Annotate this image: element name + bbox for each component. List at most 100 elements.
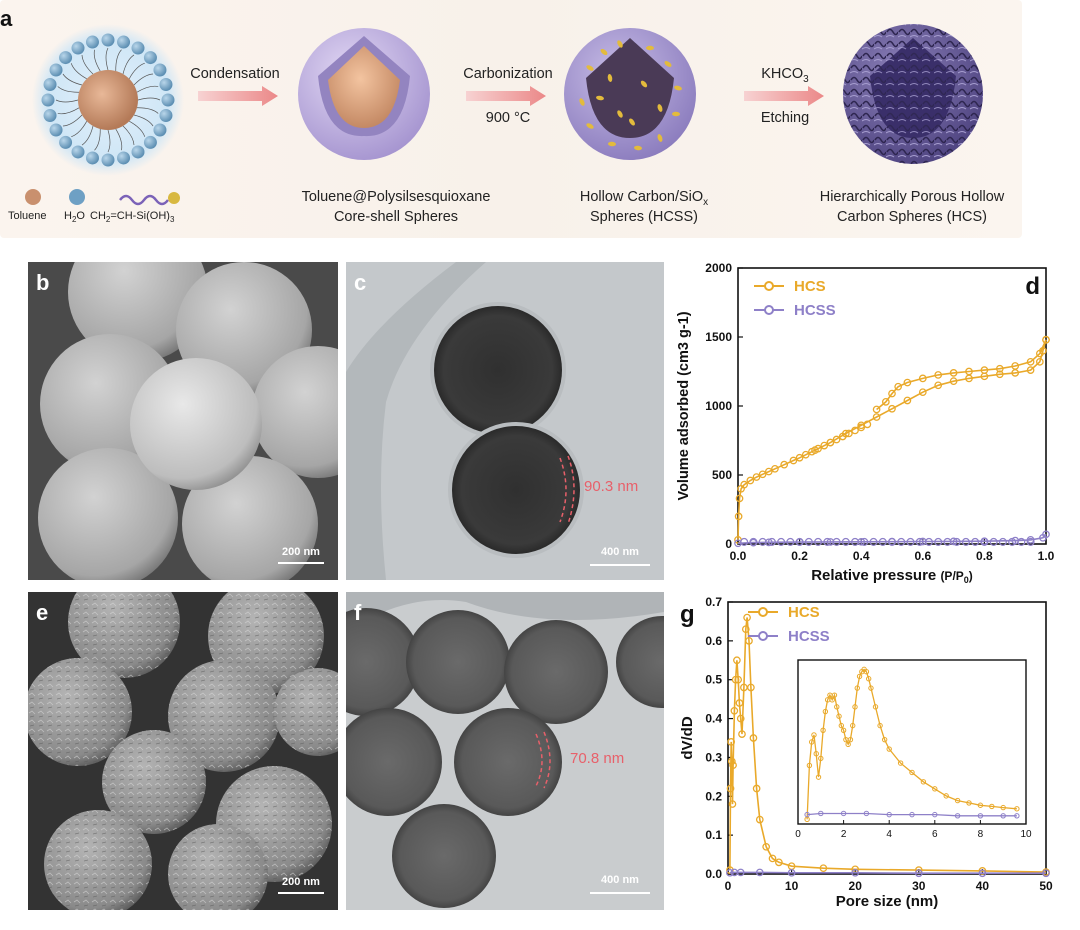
HCSS-data-point	[915, 537, 924, 546]
scale-label-c: 400 nm	[601, 546, 639, 558]
x-tick-label: 30	[912, 879, 926, 893]
carbon-grain	[586, 123, 594, 129]
surfactant-tail	[115, 128, 123, 151]
x-axis-title: Pore size (nm)	[836, 893, 939, 910]
inset-HCSS-point	[932, 811, 938, 818]
inset-HCS-point	[813, 751, 819, 757]
silane-legend-icon	[119, 192, 180, 206]
carbon-grain	[657, 104, 663, 112]
condensation-label: Condensation	[190, 66, 280, 82]
HCSS-data-point	[869, 537, 878, 546]
HCS-series-line	[729, 617, 1047, 873]
inset-HCS-point	[820, 727, 826, 733]
carbonization-arrow	[466, 86, 546, 106]
HCS-data-point	[752, 784, 761, 793]
inset-HCS-point	[831, 692, 838, 698]
inset-x-tick-label: 0	[795, 829, 801, 840]
legend-marker	[764, 281, 774, 291]
panel-label-a: a	[0, 6, 13, 31]
condensation-arrow	[198, 86, 278, 106]
inset-HCS-point	[954, 797, 961, 804]
HCSS-data-point	[1042, 869, 1050, 878]
x-axis-title: Relative pressure (P/P0)	[811, 567, 973, 585]
HCS-data-point	[749, 734, 758, 742]
inset-HCS-point	[865, 676, 872, 682]
HCS-data-point	[762, 842, 771, 851]
inset-HCSS-point	[818, 810, 824, 817]
HCS-data-point	[888, 404, 896, 413]
inset-frame	[797, 659, 1027, 825]
HCS-data-point	[872, 413, 881, 421]
HCSS-data-point	[924, 537, 934, 546]
inset-HCS-point	[877, 722, 883, 729]
HCS-data-point	[995, 370, 1004, 379]
tem-image-hcss: c 90.3 nm 400 nm	[346, 262, 664, 580]
HCS-desorption-data-point	[881, 398, 890, 406]
HCSS-data-point	[860, 537, 869, 546]
water-legend-icon	[69, 189, 85, 205]
panel-label-d: d	[1025, 273, 1040, 300]
y-tick-label: 1500	[705, 330, 732, 344]
inset-HCS-point	[815, 774, 822, 780]
surfactant-tail	[94, 128, 101, 151]
water-bead	[49, 63, 63, 77]
carbon-grain	[646, 45, 654, 51]
y-tick-label: 500	[712, 468, 732, 482]
water-bead	[101, 33, 115, 47]
inset-HCS-point	[806, 762, 813, 769]
HCS-data-point	[949, 377, 958, 386]
HCSS-data-point	[943, 537, 952, 546]
HCSS-data-point	[767, 537, 776, 546]
HCS-desorption-data-point	[1026, 357, 1035, 366]
inset-HCS-point	[852, 704, 858, 710]
HCS-desorption-data-point	[1035, 349, 1044, 358]
surfactant-tail	[129, 120, 146, 137]
HCS-desorption-data-point	[934, 371, 943, 379]
sem-image-hcs: e 200 nm	[28, 592, 338, 910]
HCS-data-point	[764, 467, 773, 476]
inset-HCS-point	[886, 746, 892, 752]
surfactant-tail	[136, 107, 159, 114]
inset-HCS-point	[854, 685, 860, 691]
x-tick-label: 0.4	[853, 549, 870, 563]
surfactant-tail	[62, 73, 83, 86]
HCSS-data-point	[961, 537, 970, 546]
HCSS-data-point	[897, 537, 906, 546]
toluene-legend-label: Toluene	[8, 210, 47, 222]
HCS-data-point	[771, 464, 779, 473]
surfactant-tail	[133, 73, 154, 86]
rough-sphere-texture	[68, 592, 180, 678]
inset-HCSS-point	[1014, 813, 1020, 819]
HCS-data-point	[730, 706, 739, 715]
scale-label-e: 200 nm	[282, 876, 320, 888]
x-tick-label: 0.6	[914, 549, 931, 563]
x-tick-label: 10	[785, 879, 799, 893]
sem-spheres-b	[28, 262, 338, 580]
x-tick-label: 0	[725, 879, 732, 893]
HCSS-data-point	[814, 537, 823, 546]
HCSS-series-line	[729, 871, 1046, 874]
HCSS-data-point	[878, 537, 887, 546]
inset-HCSS-point	[909, 811, 915, 818]
inset-HCS-point	[943, 793, 949, 799]
carbon-grain	[617, 110, 623, 118]
HCS-data-point	[741, 625, 750, 634]
HCS-data-point	[978, 867, 987, 875]
HCS-data-point	[857, 423, 866, 432]
water-bead	[143, 51, 157, 65]
carbon-grain	[586, 65, 594, 71]
HCS-data-point	[789, 456, 798, 465]
inset-HCS-point	[840, 727, 847, 733]
HCS-data-point	[845, 429, 853, 438]
HCS-data-point	[775, 858, 783, 867]
HCS-data-point	[780, 460, 789, 469]
HCS-data-point	[743, 613, 751, 622]
surfactant-tail	[55, 99, 79, 103]
HCS-desorption-data-point	[980, 366, 989, 374]
water-bead	[59, 51, 73, 65]
HCSS-data-point	[804, 537, 813, 546]
y-axis-title: Volume adsorbed (cm3 g-1)	[676, 311, 692, 500]
inset-HCSS-point	[977, 813, 984, 819]
hcs-caption-line1: Hierarchically Porous Hollow	[819, 189, 1005, 205]
HCS-data-point	[746, 476, 755, 485]
